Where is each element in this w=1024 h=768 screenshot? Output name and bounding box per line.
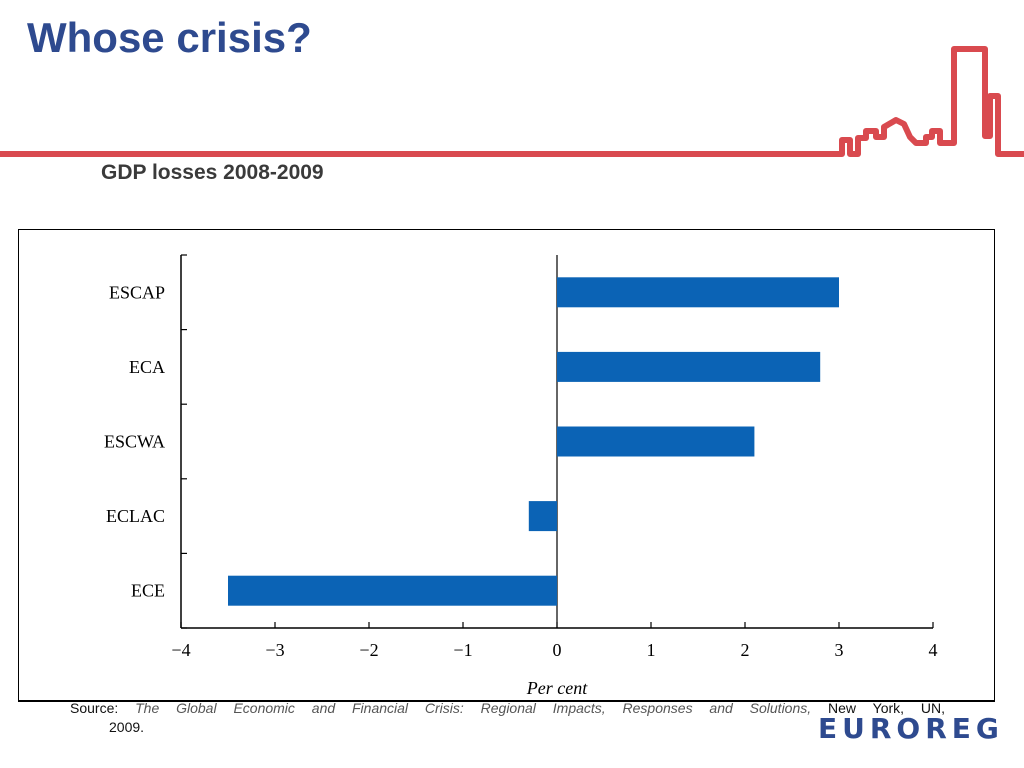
x-tick-label: 0 (553, 640, 562, 660)
category-label: ESCWA (104, 432, 165, 452)
chart-frame: −4 −3 −2 −1 0 1 2 3 4 Per cent ESCAP ECA ESCWA ECLAC E… (18, 229, 995, 702)
source-year: 2009. (109, 719, 145, 735)
bar-escap (557, 277, 839, 308)
x-tick-label: 4 (929, 640, 938, 660)
gdp-bar-chart: −4 −3 −2 −1 0 1 2 3 4 Per cent ESCAP ECA ESCWA ECLAC E… (104, 254, 938, 698)
source-title: The Global Economic and Financial Crisis… (135, 700, 812, 716)
source-line-1: Source: The Global Economic and Financia… (70, 699, 945, 718)
slide-title: Whose crisis? (27, 14, 312, 61)
bar-eca (557, 351, 821, 382)
source-prefix: Source: (70, 700, 119, 716)
x-axis-label: Per cent (526, 678, 588, 698)
chart-subtitle: GDP losses 2008-2009 (101, 161, 324, 184)
x-tick-label: −3 (265, 640, 284, 660)
source-publisher: New York, UN, (828, 700, 946, 716)
x-tick-label: 1 (647, 640, 656, 660)
x-tick-label: 2 (741, 640, 750, 660)
bar-ece (228, 575, 557, 606)
x-tick-label: −4 (171, 640, 190, 660)
bar-escwa (557, 426, 755, 457)
euroreg-logo: EUROREG (818, 712, 1004, 745)
skyline-logo-icon (0, 46, 1024, 157)
category-label: ESCAP (109, 282, 165, 302)
skyline-line (0, 46, 1024, 157)
x-tick-label: 3 (835, 640, 844, 660)
x-tick-label: −2 (359, 640, 378, 660)
bar-eclac (528, 501, 557, 532)
source-note: Source: The Global Economic and Financia… (70, 699, 945, 737)
x-tick-label: −1 (453, 640, 472, 660)
category-label: ECLAC (106, 506, 165, 526)
category-label: ECA (129, 357, 165, 377)
category-label: ECE (131, 581, 165, 601)
